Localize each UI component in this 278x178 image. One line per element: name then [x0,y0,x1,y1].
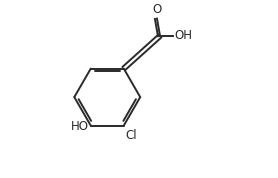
Text: Cl: Cl [125,129,137,142]
Text: HO: HO [71,120,89,133]
Text: OH: OH [174,29,192,42]
Text: O: O [152,3,162,16]
